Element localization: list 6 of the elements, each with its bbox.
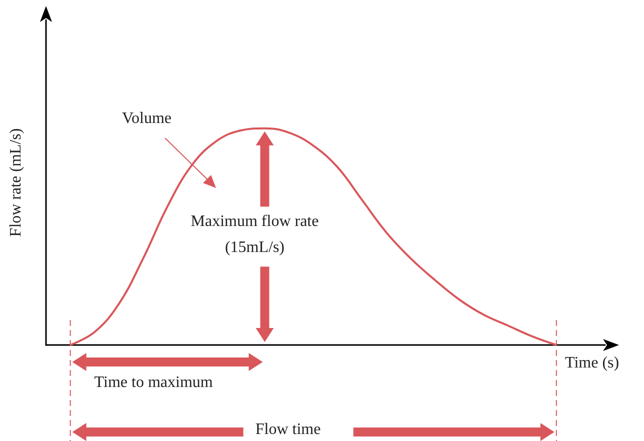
text: Flow time: [255, 421, 321, 439]
y-axis-title: Flow rate (mL/s): [8, 128, 24, 237]
x-axis-title: Time (s): [565, 354, 620, 372]
text: Volume: [122, 110, 172, 128]
annotation: Maximum flow rate (15mL/s): [180, 208, 330, 261]
text: Time to maximum: [94, 374, 213, 392]
